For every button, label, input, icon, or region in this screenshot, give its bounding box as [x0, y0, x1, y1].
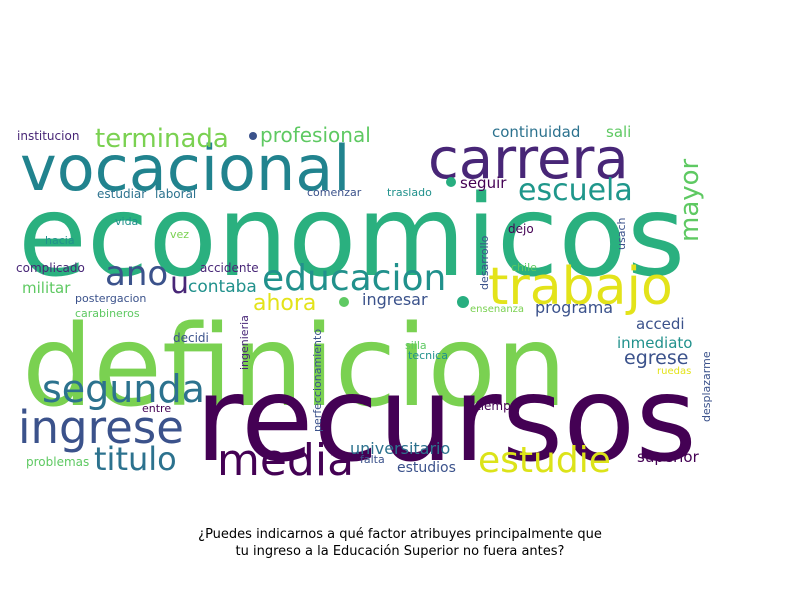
word-carabineros: carabineros: [75, 307, 140, 320]
word-ingenieria: ingenieria: [238, 315, 251, 370]
cloud-dot: [339, 297, 349, 307]
word-segunda: segunda: [42, 367, 205, 411]
word-programa: programa: [535, 298, 613, 317]
word-ahora: ahora: [253, 291, 316, 316]
word-terminada: terminada: [95, 124, 229, 154]
word-decidi: decidi: [173, 331, 209, 345]
word-tecnica: tecnica: [408, 349, 448, 362]
word-ruedas: ruedas: [657, 366, 691, 377]
word-seguir: seguir: [460, 174, 507, 192]
word-estudiar: estudiar: [97, 187, 146, 201]
word-escuela: escuela: [518, 173, 633, 208]
word-militar: militar: [22, 279, 71, 297]
word-problemas: problemas: [26, 455, 89, 469]
word-definicion: definicion: [22, 302, 567, 432]
word-inmediato: inmediato: [617, 334, 692, 352]
word-sali: sali: [606, 123, 631, 141]
word-usach: usach: [615, 218, 628, 250]
word-educacion: educacion: [262, 258, 446, 299]
word-traslado: traslado: [387, 186, 432, 199]
word-comenzar: comenzar: [307, 186, 362, 199]
word-institucion: institucion: [17, 129, 79, 143]
caption-line-2: tu ingreso a la Educación Superior no fu…: [235, 544, 565, 559]
word-estudie: estudie: [478, 440, 611, 481]
word-u: u: [170, 266, 189, 301]
word-profesional: profesional: [260, 123, 371, 147]
word-vida: vida: [115, 215, 138, 228]
word-falta: falta: [360, 453, 385, 466]
word-contaba: contaba: [188, 277, 257, 297]
word-egrese: egrese: [624, 347, 688, 369]
word-trabajo: trabajo: [488, 257, 673, 317]
word-accidente: accidente: [200, 261, 259, 275]
word-titulo: titulo: [94, 440, 177, 478]
word-hacia: hacia: [45, 234, 75, 247]
word-ano: ano: [105, 254, 168, 294]
word-ensenanza: ensenanza: [470, 304, 524, 315]
word-entre: entre: [142, 402, 171, 415]
word-estudios: estudios: [397, 460, 456, 476]
word-perfeccionamiento: perfeccionamiento: [311, 329, 324, 432]
word-dejo: dejo: [508, 222, 534, 236]
word-desarrollo: desarrollo: [478, 235, 491, 290]
word-cloud-caption: ¿Puedes indicarnos a qué factor atribuye…: [0, 526, 800, 560]
word-economicos: economicos: [18, 172, 685, 302]
word-postergacion: postergacion: [75, 292, 146, 305]
word-mayor: mayor: [675, 158, 705, 242]
word-superior: superior: [637, 448, 700, 466]
caption-line-1: ¿Puedes indicarnos a qué factor atribuye…: [198, 527, 602, 542]
word-laboral: laboral: [155, 187, 196, 201]
word-accedi: accedi: [636, 315, 685, 333]
word-desplazarme: desplazarme: [700, 351, 713, 422]
word-media: media: [217, 435, 354, 486]
cloud-dot: [249, 132, 257, 140]
word-recursos: recursos: [195, 350, 697, 488]
word-carrera: carrera: [428, 127, 629, 192]
cloud-dot: [457, 296, 469, 308]
word-continuidad: continuidad: [492, 123, 580, 141]
word-silla: silla: [405, 339, 427, 352]
cloud-dot: [446, 177, 456, 187]
word-vez: vez: [170, 228, 189, 241]
word-complicado: complicado: [16, 261, 85, 275]
word-ingrese: ingrese: [18, 401, 184, 454]
word-tiempo: tiempo: [476, 399, 518, 413]
word-chile: chile: [511, 261, 537, 274]
word-ingresar: ingresar: [362, 290, 428, 309]
word-universitario: universitario: [350, 439, 450, 458]
word-vocacional: vocacional: [20, 132, 350, 205]
